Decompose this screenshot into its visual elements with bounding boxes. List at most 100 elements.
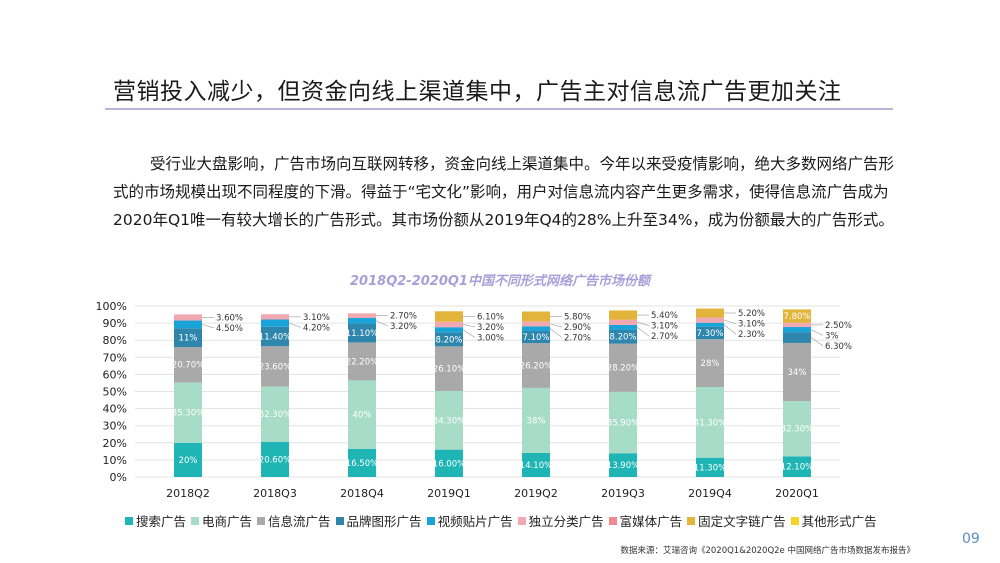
data-label: 35.30% — [172, 409, 204, 419]
bar-segment — [783, 342, 811, 402]
bar-segment — [174, 347, 202, 383]
data-label: 26.20% — [520, 362, 552, 372]
x-tick-label: 2019Q2 — [514, 487, 558, 500]
data-label: 7.30% — [696, 329, 723, 339]
legend-label: 搜索广告 — [136, 514, 187, 529]
bar-segment — [696, 322, 724, 327]
x-tick-label: 2019Q1 — [427, 487, 471, 500]
data-label: 12.10% — [781, 463, 813, 473]
label-leader-line — [723, 319, 737, 324]
data-label: 35.90% — [607, 419, 639, 429]
data-source: 数据来源：艾瑞咨询《2020Q1&2020Q2e 中国网络广告市场数据发布报告》 — [620, 546, 915, 556]
data-label: 41.30% — [694, 418, 726, 428]
legend-label: 品牌图形广告 — [346, 514, 422, 529]
bar-segment — [522, 343, 550, 388]
data-label: 32.30% — [259, 410, 291, 420]
legend-swatch — [790, 516, 799, 525]
bar-segment — [783, 322, 811, 328]
bar-segment — [522, 387, 550, 453]
label-leader-line — [201, 324, 215, 329]
legend-swatch — [191, 516, 200, 525]
legend-swatch — [335, 516, 344, 525]
title-divider — [105, 108, 893, 110]
data-label: 8.20% — [609, 333, 636, 343]
legend-swatch — [608, 516, 617, 525]
y-tick-label: 100% — [96, 300, 127, 313]
bar-segment — [435, 346, 463, 391]
bar-segment — [522, 330, 550, 344]
data-label: 2.50% — [825, 321, 852, 331]
legend-item: 固定文字链广告 — [687, 511, 786, 530]
bar-segment — [348, 380, 376, 449]
bar-segment — [783, 401, 811, 457]
legend-item: 信息流广告 — [257, 511, 331, 530]
legend-swatch — [125, 516, 133, 525]
data-label: 5.40% — [651, 311, 678, 321]
body-paragraph: 受行业大盘影响，广告市场向互联网转移，资金向线上渠道集中。今年以来受疫情影响，绝… — [113, 155, 895, 229]
label-leader-line — [810, 337, 824, 347]
legend-label: 其他形式广告 — [801, 514, 877, 529]
label-leader-line — [636, 327, 650, 337]
bar-segment — [609, 310, 637, 320]
bar-segment — [261, 346, 289, 387]
legend-swatch — [687, 516, 696, 525]
bar-segment — [609, 329, 637, 344]
data-label: 20.70% — [172, 361, 204, 371]
data-label: 3.20% — [390, 322, 417, 332]
data-label: 38% — [527, 416, 546, 426]
data-label: 8.20% — [435, 335, 462, 345]
bar-segment — [522, 452, 550, 477]
data-label: 5.20% — [738, 309, 765, 319]
data-label: 14.10% — [520, 461, 552, 471]
bar-segment — [696, 308, 724, 318]
bar-segment — [696, 387, 724, 458]
data-label: 28.20% — [607, 364, 639, 374]
legend-item: 电商广告 — [191, 511, 252, 530]
legend-label: 富媒体广告 — [619, 514, 683, 529]
data-label: 3% — [825, 331, 839, 341]
data-label: 2.70% — [564, 333, 591, 343]
label-leader-line — [723, 324, 737, 335]
x-tick-label: 2019Q3 — [601, 487, 645, 500]
y-tick-label: 0% — [110, 471, 127, 484]
bar-segment — [522, 326, 550, 331]
label-leader-line — [375, 320, 389, 327]
x-tick-label: 2019Q4 — [688, 487, 732, 500]
bar-segment — [696, 326, 724, 340]
data-label: 23.60% — [259, 362, 291, 372]
data-label: 13.90% — [607, 461, 639, 471]
x-tick-label: 2018Q2 — [166, 487, 210, 500]
data-label: 2.30% — [738, 330, 765, 340]
data-label: 7.80% — [783, 312, 810, 322]
data-label: 5.80% — [564, 312, 591, 322]
data-label: 3.10% — [651, 322, 678, 332]
data-label: 11.30% — [694, 463, 726, 473]
bar-segment — [348, 342, 376, 381]
data-label: 16.50% — [346, 459, 378, 469]
legend-item: 视频贴片广告 — [426, 511, 513, 530]
data-label: 40% — [353, 411, 372, 421]
data-label: 34.30% — [433, 416, 465, 426]
data-label: 6.10% — [477, 313, 504, 323]
label-leader-line — [636, 322, 650, 326]
x-tick-label: 2020Q1 — [775, 487, 819, 500]
data-label: 28% — [701, 359, 720, 369]
bar-segment — [261, 386, 289, 442]
data-label: 2.70% — [651, 332, 678, 342]
bar-segment — [522, 321, 550, 327]
data-label: 4.50% — [216, 324, 243, 334]
data-label: 32.30% — [781, 425, 813, 435]
legend-label: 独立分类广告 — [528, 514, 604, 529]
label-leader-line — [810, 329, 824, 336]
bar-segment — [783, 456, 811, 477]
data-label: 2.90% — [564, 323, 591, 333]
y-tick-label: 20% — [103, 437, 127, 450]
bar-segment — [783, 327, 811, 333]
y-tick-label: 70% — [103, 351, 127, 364]
y-tick-label: 80% — [103, 334, 127, 347]
bar-segment — [348, 317, 376, 324]
data-label: 20% — [179, 456, 198, 466]
bar-segment — [174, 320, 202, 329]
x-tick-label: 2018Q3 — [253, 487, 297, 500]
